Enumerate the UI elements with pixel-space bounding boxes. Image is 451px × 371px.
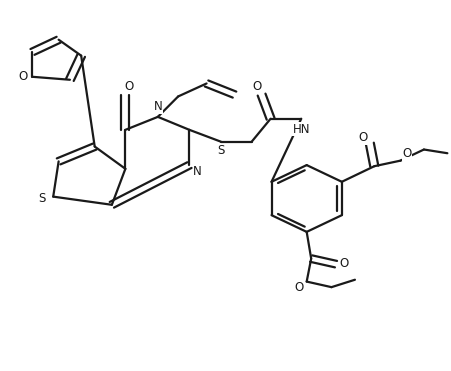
Text: O: O bbox=[294, 280, 303, 294]
Text: N: N bbox=[153, 100, 162, 113]
Text: S: S bbox=[217, 144, 225, 158]
Text: N: N bbox=[193, 165, 202, 178]
Text: O: O bbox=[359, 131, 368, 144]
Text: O: O bbox=[124, 80, 133, 93]
Text: S: S bbox=[38, 192, 46, 205]
Text: O: O bbox=[18, 70, 27, 83]
Text: HN: HN bbox=[293, 122, 310, 136]
Text: O: O bbox=[340, 257, 349, 270]
Text: O: O bbox=[402, 147, 411, 161]
Text: O: O bbox=[253, 80, 262, 93]
